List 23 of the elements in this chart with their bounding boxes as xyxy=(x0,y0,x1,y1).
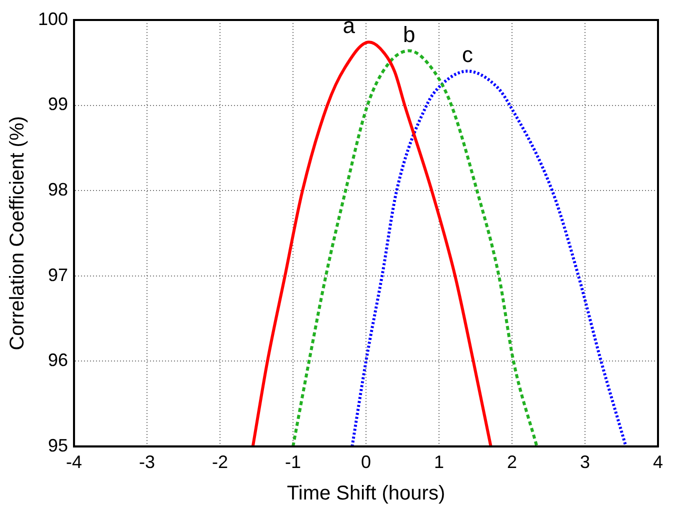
y-tick-label: 100 xyxy=(38,8,68,29)
series-label: b xyxy=(402,22,416,47)
y-tick-label: 96 xyxy=(48,350,68,370)
x-tick-label: 3 xyxy=(580,452,590,472)
x-tick-label: 0 xyxy=(361,452,372,472)
x-tick-label: 1 xyxy=(434,452,444,472)
series-label: a xyxy=(342,13,356,38)
x-tick-label: 4 xyxy=(652,452,664,472)
x-tick-label: 2 xyxy=(507,452,518,472)
x-tick-label: -1 xyxy=(285,452,302,472)
y-tick-label: 95 xyxy=(48,435,68,456)
x-axis-title: Time Shift (hours) xyxy=(286,482,446,505)
y-tick-label: 97 xyxy=(48,264,68,285)
y-tick-label: 98 xyxy=(48,180,68,200)
x-tick-label: -4 xyxy=(66,452,82,472)
x-tick-label: -3 xyxy=(139,452,156,472)
series-label: c xyxy=(462,42,473,68)
x-tick-label: -2 xyxy=(212,452,228,472)
line-series xyxy=(350,70,628,446)
line-series xyxy=(292,49,538,446)
line-series xyxy=(251,40,492,446)
y-axis-title: Correlation Coefficient (%) xyxy=(6,116,29,350)
y-tick-label: 99 xyxy=(48,94,68,114)
